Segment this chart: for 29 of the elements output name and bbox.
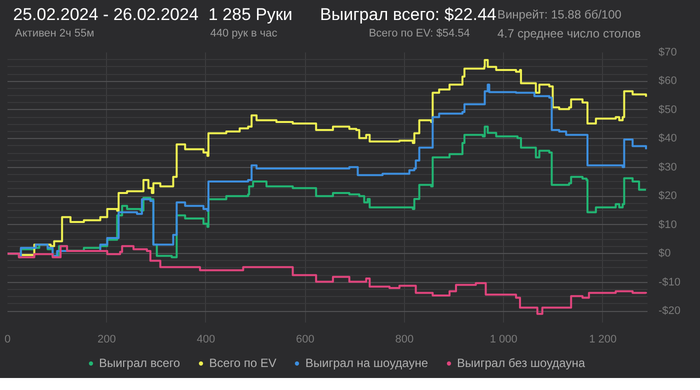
x-tick-label: 0 (4, 334, 11, 346)
text: Всего по EV: $54.54 (368, 28, 470, 40)
text: Винрейт: 15.88 бб/100 (497, 8, 622, 22)
x-tick-label: 800 (395, 334, 414, 346)
legend-label: Выиграл без шоудауна (457, 356, 586, 370)
chart-title: 25.02.2024 - 26.02.2024 (13, 5, 198, 24)
y-tick-label: $70 (658, 46, 677, 58)
y-tick-label: $60 (658, 75, 677, 88)
y-tick-label: $40 (658, 132, 677, 145)
text: 440 рук в час (210, 28, 278, 40)
y-tick-label: -$20 (658, 305, 681, 318)
x-tick-label: 1 000 (490, 334, 518, 346)
chart-subtitle: Активен 2ч 55м (15, 28, 94, 40)
y-tick-label: $10 (658, 218, 677, 231)
x-tick-label: 600 (296, 334, 314, 346)
y-tick-label: $0 (658, 248, 671, 260)
x-tick-label: 200 (98, 334, 116, 346)
legend-label: Всего по EV (209, 356, 276, 370)
y-tick-label: $50 (658, 104, 677, 116)
legend-label: Выиграл всего (98, 356, 180, 370)
y-tick-label: $20 (658, 190, 677, 202)
x-tick-label: 400 (196, 334, 216, 346)
text: 4.7 среднее число столов (497, 26, 641, 40)
x-tick-label: 1 200 (589, 334, 617, 346)
y-tick-label: -$10 (658, 276, 681, 288)
legend-label: Выиграл на шоудауне (305, 356, 428, 370)
text: 1 285 Руки (208, 5, 292, 24)
y-tick-label: $30 (658, 161, 677, 174)
text: Выиграл всего: $22.44 (320, 5, 496, 24)
